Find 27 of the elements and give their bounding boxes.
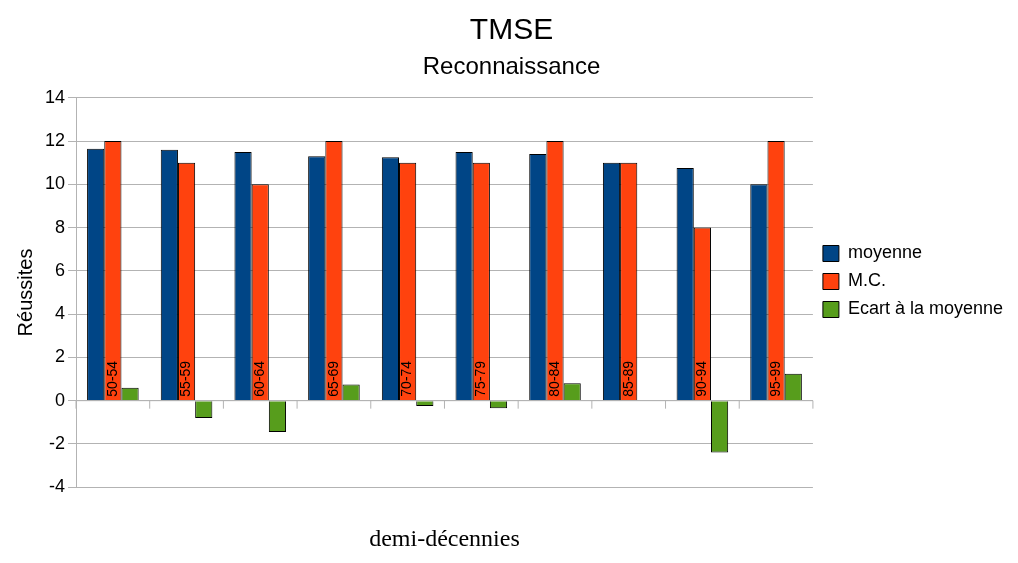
y-tick-label: 12 [44,130,66,151]
x-tick-label: 60-64 [251,360,268,397]
x-tick-label: 55-59 [177,360,194,397]
y-tick-label: -4 [49,476,66,497]
legend-label: moyenne [847,242,922,263]
legend-label: Ecart à la moyenne [847,298,1004,319]
x-tick-label: 95-99 [766,360,783,397]
x-tick-label: 85-89 [619,360,636,397]
x-tick-label: 70-74 [398,360,415,397]
y-tick-label: -2 [49,432,66,453]
x-axis-title: demi-décennies [369,524,520,551]
y-tick-label: 2 [55,346,66,367]
chart-title: TMSE [469,12,554,46]
y-axis-title: Réussites [13,248,36,337]
y-tick-label: 6 [55,259,66,280]
y-tick-label: 0 [55,389,66,410]
x-tick-label: 90-94 [693,360,710,397]
x-tick-label: 65-69 [324,360,341,397]
y-tick-label: 4 [55,303,66,324]
chart-subtitle: Reconnaissance [422,52,601,80]
x-tick-label: 80-84 [545,360,562,397]
x-tick-label: 50-54 [103,360,120,397]
y-tick-label: 14 [44,86,66,107]
x-tick-label: 75-79 [472,360,489,397]
y-tick-label: 8 [55,216,66,237]
y-tick-label: 10 [44,173,66,194]
legend-label: M.C. [847,270,886,291]
